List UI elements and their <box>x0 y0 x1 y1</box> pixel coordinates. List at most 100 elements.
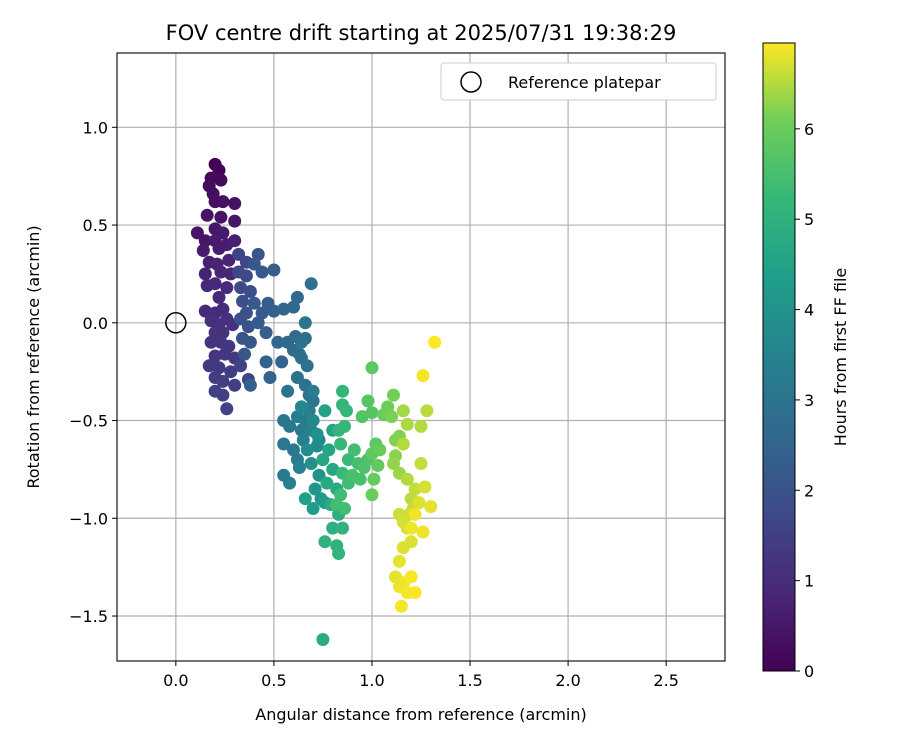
scatter-point <box>336 521 349 535</box>
scatter-point <box>298 492 312 506</box>
scatter-point <box>316 453 330 467</box>
scatter-point <box>396 437 410 451</box>
scatter-point <box>353 472 367 486</box>
scatter-point <box>239 269 253 283</box>
scatter-point <box>216 326 230 340</box>
colorbar-gradient <box>763 43 795 671</box>
y-axis-label: Rotation from reference (arcmin) <box>24 225 43 488</box>
scatter-point <box>271 335 285 349</box>
scatter-point <box>228 197 242 210</box>
scatter-point <box>347 443 361 457</box>
scatter-point <box>318 404 332 418</box>
scatter-point <box>424 500 438 514</box>
scatter-point <box>334 437 348 451</box>
scatter-point <box>198 267 212 281</box>
x-tick-label: 2.5 <box>653 671 678 690</box>
scatter-point <box>283 476 297 490</box>
scatter-point <box>428 335 442 349</box>
scatter-point <box>365 488 379 502</box>
scatter-point <box>306 384 320 398</box>
scatter-point <box>316 633 330 646</box>
scatter-point <box>267 263 281 277</box>
scatter-point <box>294 400 308 414</box>
scatter-point <box>392 554 406 568</box>
colorbar-tick-label: 2 <box>804 481 814 500</box>
scatter-point <box>198 304 212 318</box>
scatter-point <box>300 359 314 373</box>
scatter-point <box>238 347 251 361</box>
scatter-point <box>255 265 269 279</box>
scatter-point <box>202 359 216 373</box>
scatter-point <box>275 355 289 369</box>
scatter-point <box>216 388 230 402</box>
scatter-point <box>290 371 304 384</box>
y-tick-label: −1.5 <box>69 607 108 626</box>
scatter-point <box>371 459 385 472</box>
scatter-point <box>320 476 334 490</box>
colorbar: 0 1 2 3 4 5 6 Hours from first FF file <box>762 42 850 681</box>
scatter-point <box>212 290 226 304</box>
scatter-point <box>263 371 277 384</box>
scatter-point <box>243 285 257 298</box>
scatter-point <box>294 335 308 349</box>
scatter-point <box>404 521 418 535</box>
scatter-point <box>341 453 355 467</box>
scatter-point <box>400 472 414 486</box>
reference-platepar-marker <box>165 312 187 334</box>
scatter-point <box>310 427 324 441</box>
scatter-point <box>277 302 291 316</box>
x-tick-label: 1.0 <box>359 671 384 690</box>
colorbar-frame <box>762 42 796 672</box>
chart-title: FOV centre drift starting at 2025/07/31 … <box>166 21 677 45</box>
scatter-point <box>304 457 318 470</box>
scatter-point <box>212 163 226 177</box>
scatter-point <box>208 349 222 363</box>
scatter-point <box>218 347 232 361</box>
scatter-point <box>332 547 346 560</box>
scatter-point <box>414 419 428 433</box>
scatter-point <box>306 502 320 515</box>
colorbar-tick-label: 1 <box>804 572 814 591</box>
scatter-point <box>247 296 261 310</box>
colorbar-label: Hours from first FF file <box>831 268 850 447</box>
scatter-point <box>326 521 340 535</box>
scatter-point <box>196 244 210 257</box>
y-tick-label: 1.0 <box>83 118 108 137</box>
plot-frame <box>116 52 726 662</box>
scatter-point <box>394 599 408 613</box>
scatter-point <box>408 586 422 600</box>
legend-box <box>440 62 717 101</box>
colorbar-ticks: 0 1 2 3 4 5 6 <box>795 120 814 681</box>
y-tick-label: 0.0 <box>83 314 108 333</box>
scatter-point <box>236 294 249 308</box>
scatter-point <box>267 304 281 318</box>
scatter-point <box>306 414 320 427</box>
scatter-point <box>361 394 375 408</box>
scatter-point <box>243 335 257 349</box>
scatter-point <box>416 525 430 539</box>
scatter-point <box>304 277 318 291</box>
scatter-point <box>224 365 238 379</box>
scatter-point <box>216 374 230 388</box>
scatter-point <box>400 417 414 431</box>
scatter-point <box>310 439 324 453</box>
scatter-point <box>220 281 234 295</box>
scatter-point <box>214 265 228 279</box>
scatter-point <box>312 468 326 482</box>
scatter-point <box>283 419 297 433</box>
x-tick-label: 1.5 <box>457 671 482 690</box>
colorbar-tick-label: 0 <box>804 662 814 681</box>
plot-area <box>117 53 725 661</box>
scatter-point <box>412 496 426 510</box>
scatter-point <box>334 488 348 502</box>
scatter-point <box>318 535 332 549</box>
legend-entry-reference: Reference platepar <box>508 73 661 92</box>
scatter-point <box>214 173 228 187</box>
scatter-point <box>204 335 218 349</box>
scatter-point <box>212 242 226 255</box>
scatter-point <box>298 316 312 330</box>
scatter-point <box>216 302 230 316</box>
scatter-point <box>222 253 236 267</box>
scatter-point <box>418 480 432 494</box>
scatter-point <box>300 443 314 457</box>
